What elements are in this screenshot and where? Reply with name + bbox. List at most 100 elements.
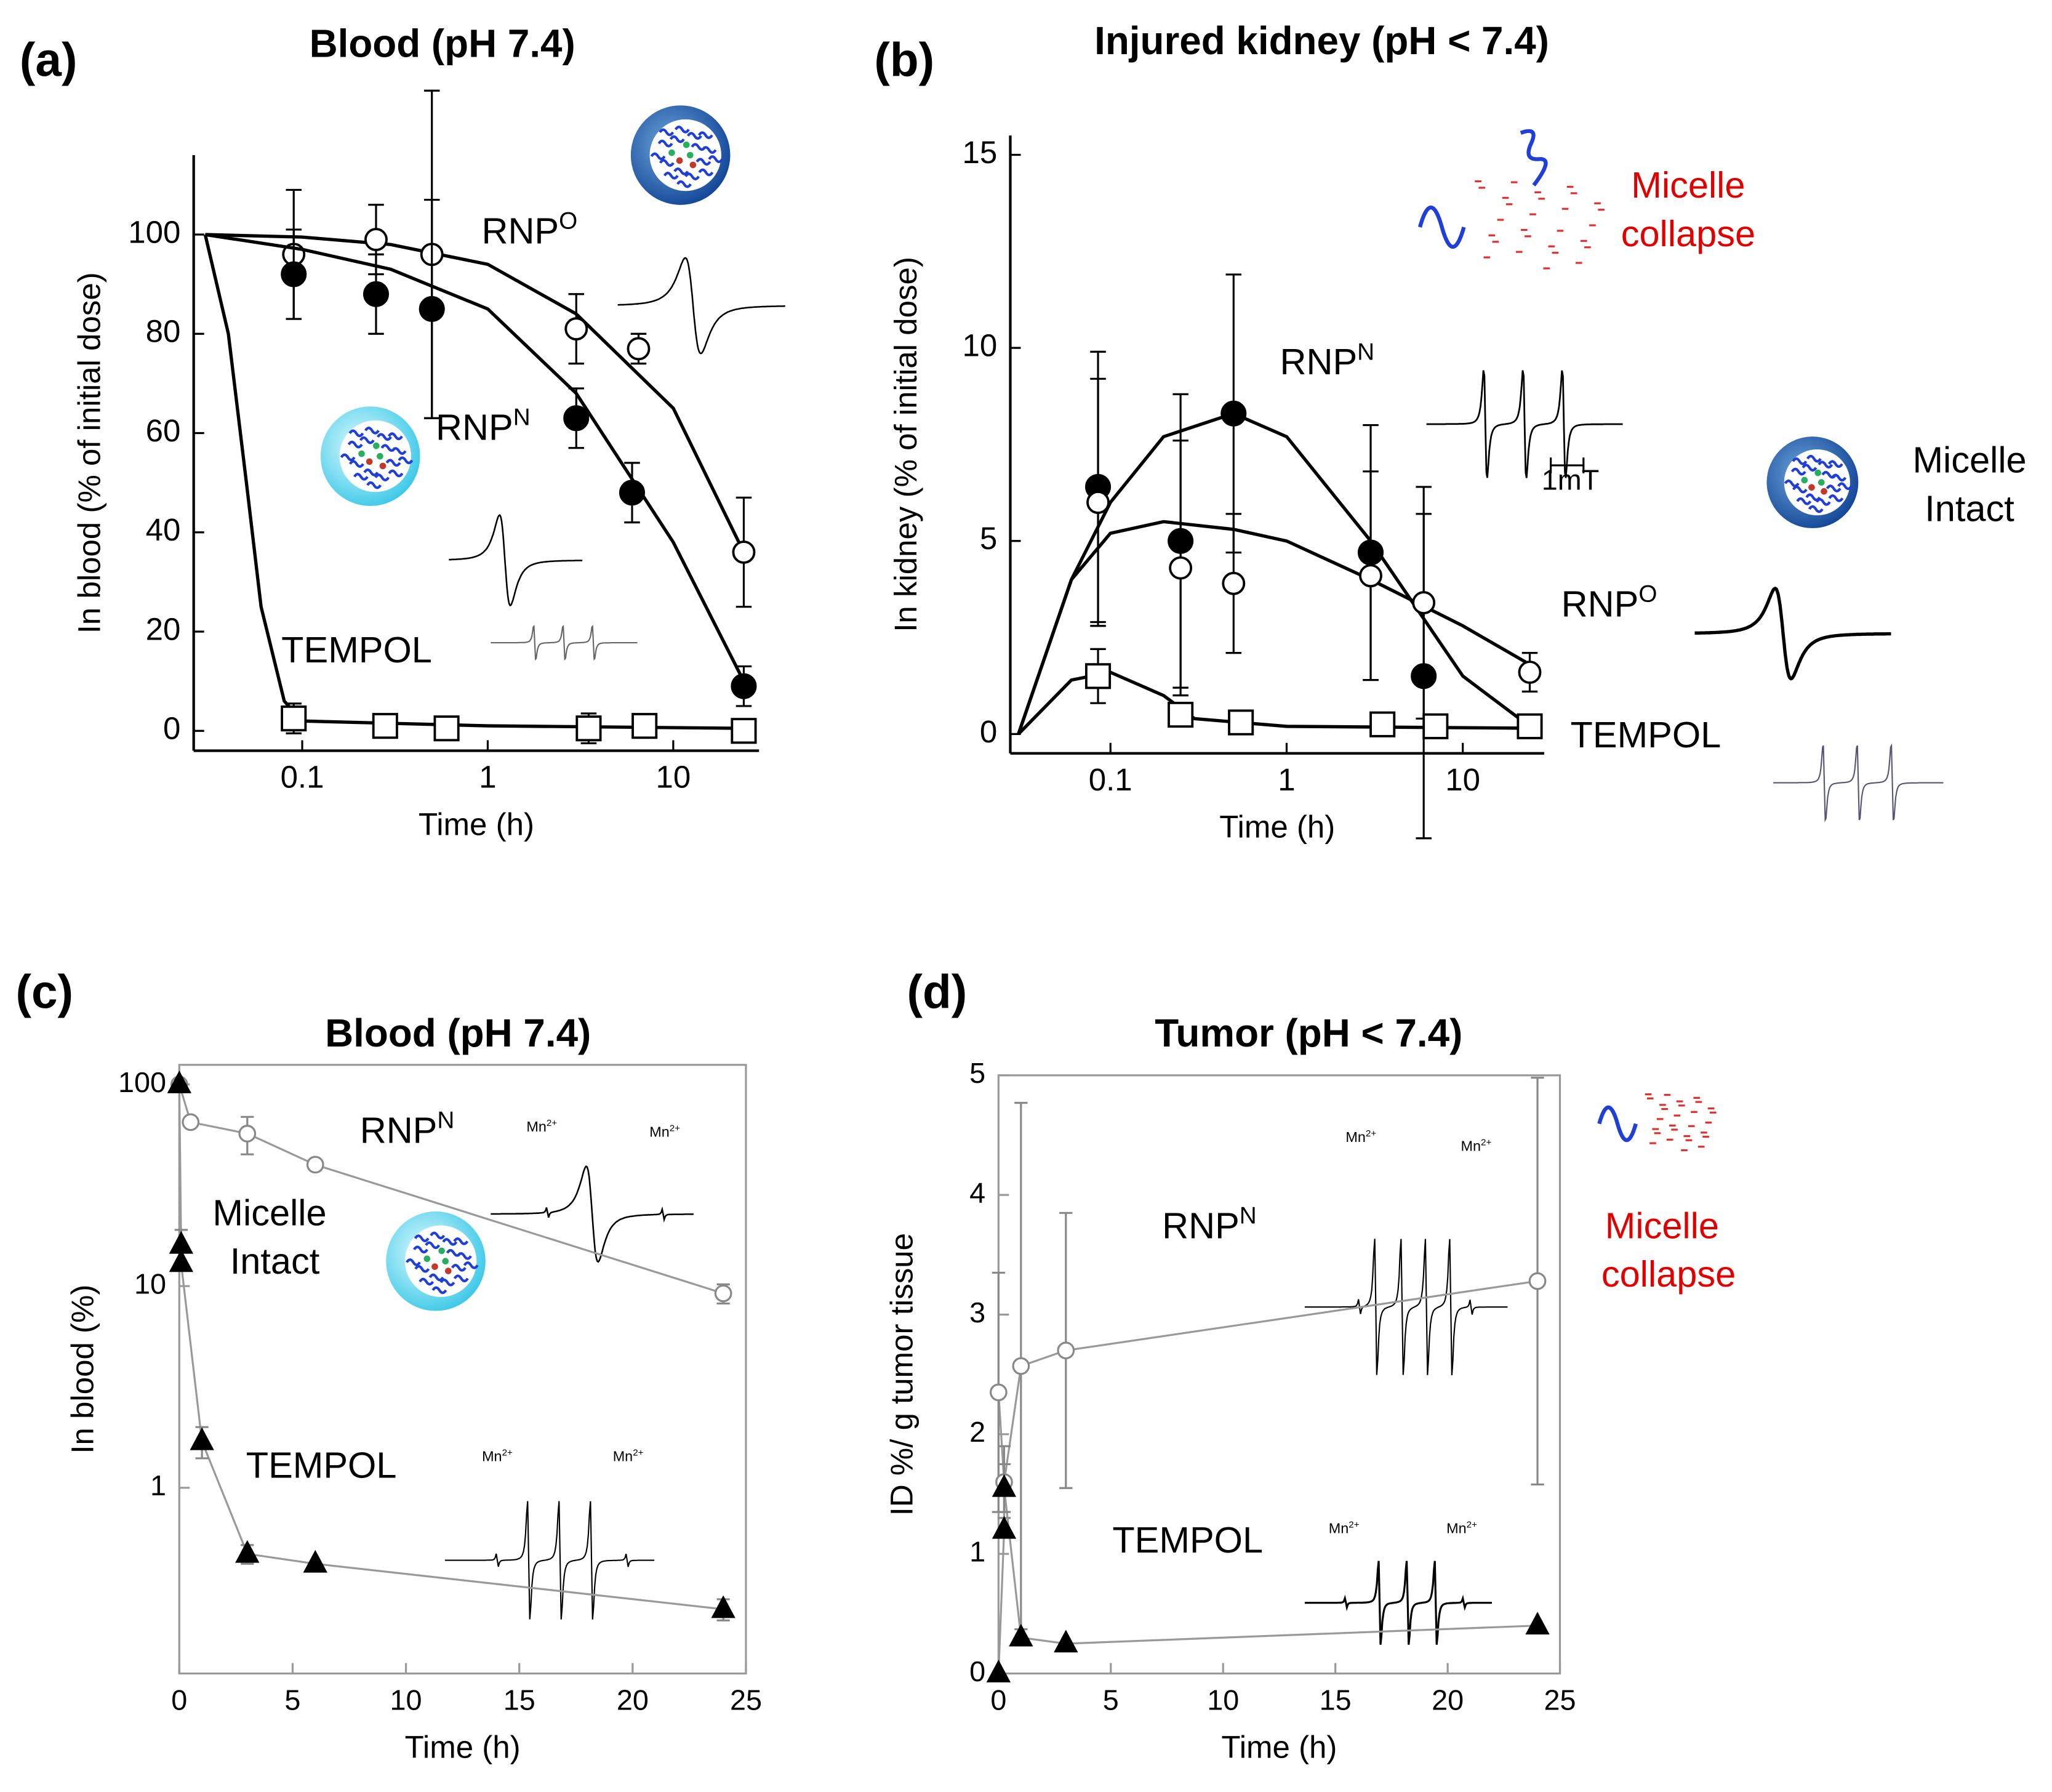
epr-spectrum xyxy=(1773,743,1944,822)
micelle-chain xyxy=(676,180,692,188)
marker xyxy=(1168,701,1194,728)
micelle-chain xyxy=(385,459,401,467)
micelle-chain xyxy=(1792,457,1808,465)
micelle-chain xyxy=(698,168,714,177)
micelle-dot xyxy=(668,149,675,156)
micelle-chain xyxy=(419,1277,435,1286)
y-axis-label: In kidney (% of initial dose) xyxy=(888,257,923,632)
micelle-chain xyxy=(463,1261,479,1269)
marker xyxy=(1057,1341,1075,1360)
x-tick-label: 10 xyxy=(390,1684,422,1716)
annotation: RNPN xyxy=(436,404,531,448)
annotation: TEMPOL xyxy=(281,629,432,670)
marker xyxy=(732,540,756,564)
marker xyxy=(1009,1623,1033,1647)
y-tick-label: 40 xyxy=(146,512,181,547)
micelle-chain xyxy=(673,167,689,175)
annotation-sup: 2+ xyxy=(1467,1520,1477,1530)
decorations xyxy=(320,105,1944,1645)
marker xyxy=(563,405,590,432)
micelle-chain xyxy=(391,447,407,456)
micelle-chain xyxy=(348,429,364,438)
marker xyxy=(182,1113,200,1131)
annotation-sup: 2+ xyxy=(547,1118,557,1128)
annotation-text: Micelle xyxy=(1912,439,2026,480)
marker xyxy=(235,1540,260,1563)
marker xyxy=(986,1659,1011,1682)
scale-bar xyxy=(1550,457,1585,473)
marker xyxy=(619,480,646,506)
micelle-chain xyxy=(430,1231,446,1240)
micelle-chain xyxy=(414,1234,430,1242)
marker xyxy=(1525,1612,1550,1635)
chart-title: Tumor (pH < 7.4) xyxy=(1155,1011,1462,1055)
annotation: RNPO xyxy=(481,208,577,251)
annotation-sup: O xyxy=(559,208,577,235)
micelle-chain xyxy=(697,131,713,139)
marker xyxy=(731,673,757,699)
x-axis-label: Time (h) xyxy=(1221,1729,1337,1764)
micelle-chain xyxy=(674,125,690,134)
micelle-chain xyxy=(1802,464,1818,472)
micelle-dot xyxy=(377,452,383,460)
micelle-chain xyxy=(1818,460,1834,469)
y-axis-label: ID %/ g tumor tissue xyxy=(884,1233,920,1516)
fit-curve xyxy=(204,233,745,682)
annotation: Mn2+ xyxy=(482,1448,513,1465)
marker xyxy=(564,317,588,341)
micelle-dot xyxy=(431,1263,438,1270)
annotation-text: RNP xyxy=(360,1109,438,1151)
annotation: Mn2+ xyxy=(1446,1520,1477,1537)
annotation-text: RNP xyxy=(481,210,559,251)
annotation: RNPO xyxy=(1561,581,1657,624)
annotation: Mn2+ xyxy=(1461,1138,1492,1154)
y-tick-label: 5 xyxy=(980,521,997,556)
annotation-text: TEMPOL xyxy=(246,1444,397,1485)
annotation: Micelle xyxy=(1605,1205,1719,1246)
epr-spectrum xyxy=(491,1165,694,1263)
annotation: collapse xyxy=(1601,1253,1736,1295)
connect-line xyxy=(997,1280,1538,1482)
x-axis-label: Time (h) xyxy=(405,1729,521,1764)
annotation-text: Micelle xyxy=(1631,164,1745,206)
y-axis-label: In blood (% of initial dose) xyxy=(71,272,106,633)
marker xyxy=(281,705,307,732)
marker xyxy=(631,713,658,739)
marker xyxy=(1422,713,1449,739)
x-tick-label: 1 xyxy=(479,760,496,795)
micelle-dot xyxy=(1821,488,1827,495)
micelle-chain xyxy=(1784,479,1800,488)
micelle-chain xyxy=(1837,482,1853,491)
y-tick-label: 80 xyxy=(146,314,181,349)
micelle-chain xyxy=(451,1264,467,1272)
annotation-text: RNP xyxy=(1162,1205,1240,1246)
x-tick-label: 1 xyxy=(1278,762,1295,797)
x-tick-label: 5 xyxy=(1103,1684,1119,1716)
annotation: Micelle xyxy=(1631,164,1745,206)
micelle-chain xyxy=(1790,467,1806,476)
annotation-sup: N xyxy=(437,1107,454,1134)
annotation: TEMPOL xyxy=(246,1444,397,1485)
micelle-chain xyxy=(457,1252,472,1260)
marker xyxy=(1169,556,1193,580)
micelle-chain xyxy=(398,456,414,465)
marker xyxy=(992,1516,1017,1539)
marker xyxy=(364,228,388,252)
y-tick-label: 100 xyxy=(128,215,180,250)
marker xyxy=(1222,571,1246,595)
marker xyxy=(419,295,445,323)
y-tick-label: 3 xyxy=(969,1296,985,1328)
annotation: Micelle xyxy=(1912,439,2026,480)
annotation: TEMPOL xyxy=(1571,714,1721,755)
micelle-dot xyxy=(358,450,365,457)
annotation: Mn2+ xyxy=(1329,1520,1360,1537)
micelle-chain xyxy=(388,469,404,478)
x-tick-label: 10 xyxy=(1445,762,1480,797)
y-tick-label: 0 xyxy=(969,1655,985,1687)
micelle-dot xyxy=(444,1268,452,1274)
micelle-dot xyxy=(1801,476,1808,484)
y-tick-label: 15 xyxy=(962,135,997,170)
micelle-dot xyxy=(442,1258,449,1265)
marker xyxy=(1517,713,1543,739)
marker xyxy=(731,718,757,744)
